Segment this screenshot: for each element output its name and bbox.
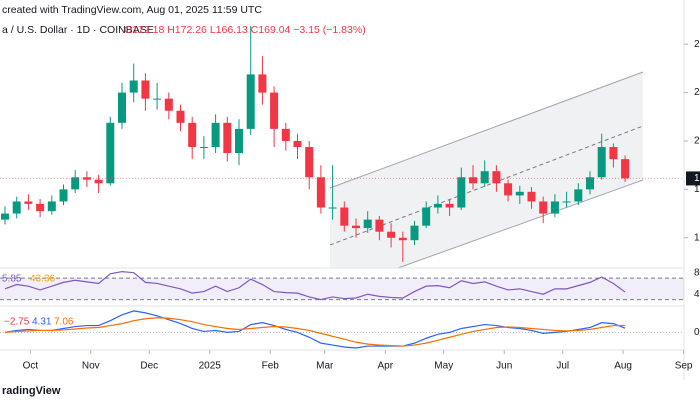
candle-body (387, 231, 396, 238)
candle-body (398, 237, 407, 241)
candle-body (340, 207, 349, 226)
candle-body (106, 122, 115, 184)
candle-body (492, 171, 501, 184)
candle-body (504, 183, 513, 196)
rsi-band (0, 278, 684, 300)
candle-body (129, 80, 138, 93)
macd-label: 7.06 (54, 317, 74, 328)
candle-body (223, 122, 232, 154)
candle-body (433, 203, 442, 208)
candle-body (94, 179, 103, 184)
macd-tick-label: 0 (694, 327, 700, 338)
x-tick-label: Sep (675, 361, 693, 372)
candle-body (352, 225, 360, 229)
candle-body (164, 98, 173, 111)
candle-body (82, 177, 91, 180)
candle-body (621, 159, 630, 179)
channel-fill (330, 72, 643, 268)
signal-line (4, 317, 626, 347)
channel-lower (397, 179, 644, 269)
candle-body (281, 128, 290, 141)
channel-upper (329, 71, 644, 189)
last-price-box (686, 171, 700, 186)
macd-label: −2.75 (4, 317, 30, 328)
candle-body (445, 203, 454, 208)
candle-body (153, 98, 162, 100)
y-tick-label: 160 (694, 184, 700, 195)
symbol: a / U.S. Dollar · 1D · COINBASE (2, 24, 154, 36)
candle-body (574, 189, 583, 202)
candle-body (316, 177, 325, 208)
x-tick-label: Jul (556, 361, 569, 372)
rsi-label: 43.36 (30, 274, 55, 285)
last-price-label: 169.04 (694, 173, 700, 184)
candle-body (562, 201, 571, 203)
x-tick-label: Jun (496, 361, 512, 372)
rsi-label: 5.85 (2, 274, 22, 285)
candle-body (375, 219, 384, 232)
footer: radingView (2, 385, 61, 397)
candle-body (1, 213, 9, 220)
x-tick-label: Oct (23, 361, 39, 372)
candle-body (188, 122, 197, 148)
x-tick-label: Feb (262, 361, 280, 372)
candle-body (480, 171, 489, 184)
candle-body (539, 201, 548, 214)
candle-body (363, 219, 372, 229)
candle-body (597, 147, 606, 178)
x-tick-label: May (434, 361, 453, 372)
candle-body (211, 122, 220, 148)
candle-body (24, 201, 33, 204)
candle-body (258, 74, 267, 93)
x-tick-label: Apr (377, 361, 393, 372)
candle-body (422, 207, 431, 226)
candle-body (586, 177, 594, 190)
candle-body (469, 177, 477, 184)
candle-body (328, 207, 337, 209)
x-tick-label: 2025 (199, 361, 222, 372)
candle-body (293, 140, 302, 148)
x-tick-label: Dec (140, 361, 158, 372)
macd-label: 4.31 (32, 317, 52, 328)
y-tick-label: 280 (694, 39, 700, 50)
candle-body (36, 203, 45, 212)
candle-body (12, 201, 21, 214)
candle-body (59, 189, 68, 202)
candle-body (235, 128, 243, 154)
candle-body (457, 177, 466, 208)
rsi-line (4, 271, 626, 301)
candle-body (305, 147, 314, 178)
candle-body (527, 191, 536, 202)
candle-body (141, 80, 150, 99)
candle-body (199, 147, 208, 149)
rsi-tick-label: 80 (694, 267, 700, 278)
candle-body (176, 110, 185, 123)
y-tick-label: 200 (694, 136, 700, 147)
ohlc: O172.18 H172.26 L166.13 C169.04 −3.15 (−… (124, 24, 366, 36)
candle-body (609, 147, 618, 160)
y-tick-label: 120 (694, 232, 700, 243)
candle-body (118, 92, 126, 123)
candle-body (550, 201, 559, 214)
candle-body (47, 201, 56, 212)
y-tick-label: 240 (694, 87, 700, 98)
x-tick-label: Aug (614, 361, 632, 372)
candle-body (410, 225, 419, 241)
x-tick-label: Nov (82, 361, 100, 372)
candle-body (515, 191, 524, 196)
watermark: created with TradingView.com, Aug 01, 20… (2, 4, 262, 16)
candle-body (71, 177, 80, 190)
candle-body (270, 92, 279, 129)
macd-line (4, 310, 626, 349)
candle-body (246, 74, 255, 129)
x-tick-label: Mar (316, 361, 334, 372)
rsi-tick-label: 40 (694, 289, 700, 300)
